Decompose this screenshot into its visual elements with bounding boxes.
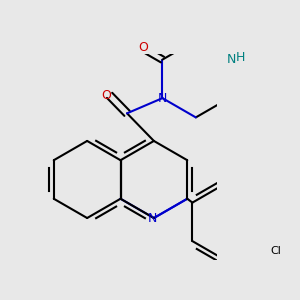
Text: N: N (147, 212, 157, 224)
Text: N: N (226, 53, 236, 66)
Text: Cl: Cl (270, 246, 281, 256)
Text: O: O (101, 89, 111, 102)
Text: O: O (139, 40, 148, 54)
Text: N: N (158, 92, 167, 105)
Text: H: H (236, 51, 245, 64)
